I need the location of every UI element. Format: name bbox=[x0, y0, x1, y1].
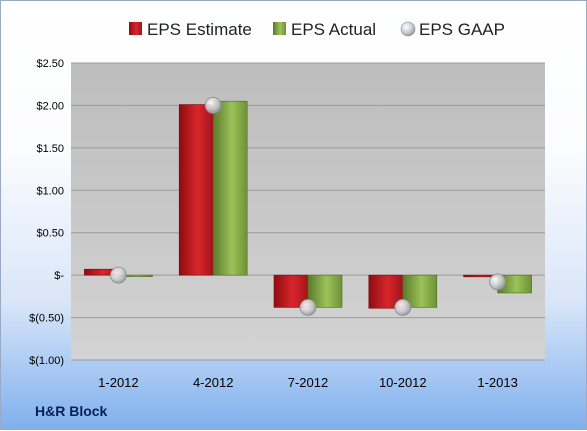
company-label: H&R Block bbox=[35, 403, 108, 419]
eps-gaap-marker bbox=[204, 97, 222, 114]
eps-gaap-marker bbox=[110, 266, 127, 284]
legend-swatch bbox=[129, 22, 142, 35]
eps-gaap-marker bbox=[489, 273, 507, 291]
x-tick-label: 1-2012 bbox=[98, 375, 138, 390]
eps-estimate-bar bbox=[273, 274, 309, 308]
legend-swatch bbox=[400, 21, 416, 37]
legend-label: EPS GAAP bbox=[419, 20, 505, 39]
y-tick-label: $(0.50) bbox=[29, 313, 64, 325]
gaap-markers bbox=[110, 97, 507, 316]
legend-item-eps-gaap: EPS GAAP bbox=[400, 20, 505, 39]
y-tick-label: $2.50 bbox=[36, 58, 64, 70]
legend-item-eps-estimate: EPS Estimate bbox=[129, 20, 252, 39]
y-tick-label: $(1.00) bbox=[29, 355, 64, 367]
y-tick-label: $1.50 bbox=[36, 143, 64, 155]
eps-gaap-marker bbox=[394, 298, 412, 316]
y-axis-ticks: $2.50 $2.00 $1.50 $1.00 $0.50 $- $(0.50) $(1.00… bbox=[29, 58, 64, 367]
legend-item-eps-actual: EPS Actual bbox=[273, 20, 376, 39]
y-tick-label: $- bbox=[54, 270, 64, 282]
legend-swatch bbox=[273, 22, 286, 35]
eps-actual-bar bbox=[212, 100, 248, 276]
eps-estimate-bar bbox=[178, 104, 214, 276]
legend-label: EPS Actual bbox=[291, 20, 376, 39]
legend-label: EPS Estimate bbox=[147, 20, 252, 39]
y-tick-label: $1.00 bbox=[36, 185, 64, 197]
x-tick-label: 1-2013 bbox=[477, 375, 517, 390]
x-axis-labels: 1-2012 4-2012 7-2012 10-2012 1-2013 bbox=[98, 375, 518, 390]
legend: EPS Estimate EPS Actual EPS GAAP bbox=[129, 20, 505, 39]
x-tick-label: 10-2012 bbox=[379, 375, 427, 390]
y-tick-label: $0.50 bbox=[36, 228, 64, 240]
bars bbox=[84, 100, 532, 309]
x-tick-label: 7-2012 bbox=[288, 375, 328, 390]
x-tick-label: 4-2012 bbox=[193, 375, 233, 390]
y-tick-label: $2.00 bbox=[36, 100, 64, 112]
eps-gaap-marker bbox=[299, 298, 317, 316]
